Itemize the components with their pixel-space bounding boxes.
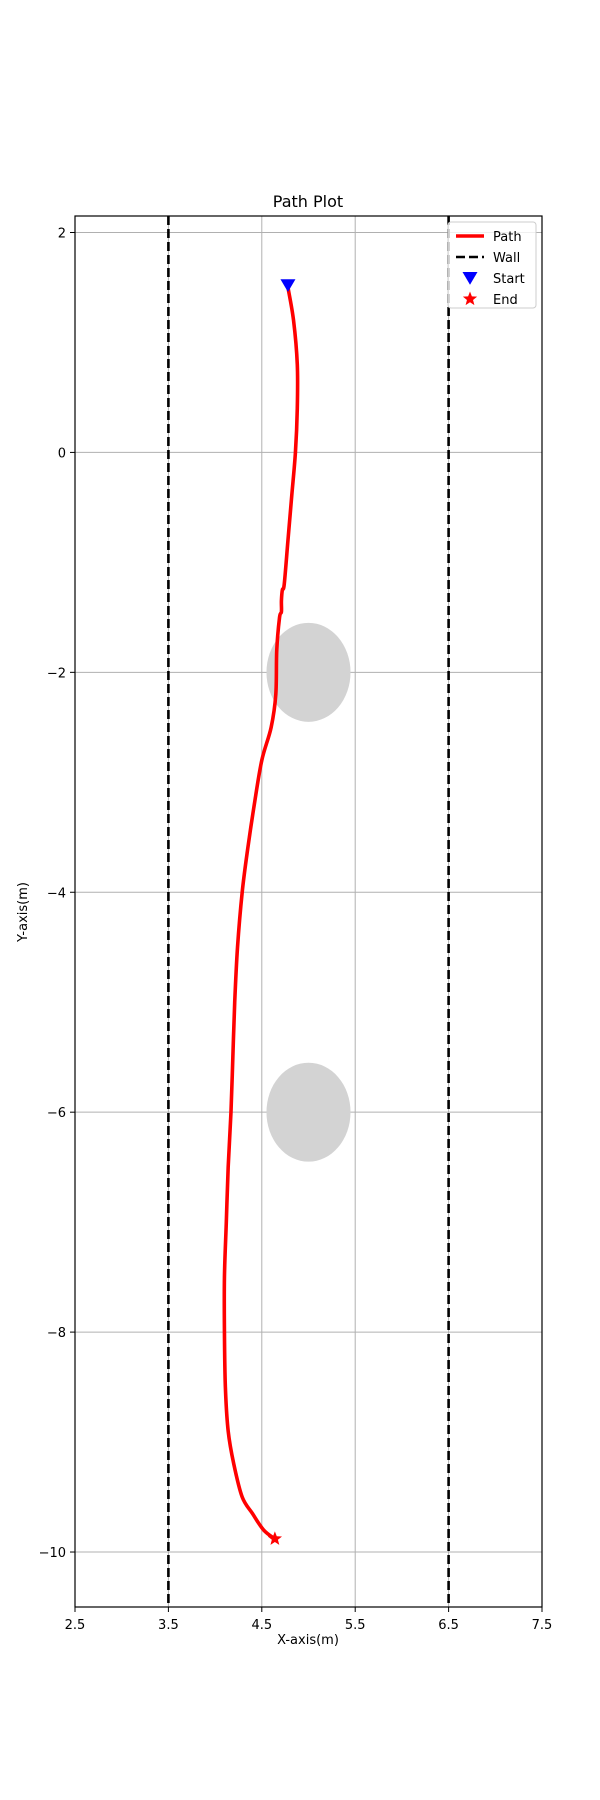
start-marker (280, 279, 296, 293)
y-tick-label: 2 (58, 226, 66, 241)
legend-handle-end (462, 291, 478, 306)
legend-handle-start (462, 272, 478, 285)
path-line (222, 285, 300, 1541)
x-tick-label: 3.5 (158, 1618, 179, 1633)
y-tick-label: −6 (47, 1106, 66, 1121)
end-marker (267, 1531, 283, 1545)
y-tick-label: −10 (39, 1546, 66, 1561)
x-axis-title: X-axis(m) (277, 1633, 339, 1648)
y-tick-label: −8 (47, 1326, 66, 1341)
series-layer (222, 285, 300, 1541)
legend-label: Path (493, 230, 522, 245)
walls (167, 216, 450, 1607)
plot-frame (74, 215, 543, 1608)
x-tick-label: 2.5 (65, 1618, 86, 1633)
x-tick-label: 6.5 (438, 1618, 459, 1633)
chart-title: Path Plot (273, 192, 343, 211)
y-tick-label: −2 (47, 666, 66, 681)
y-ticks: 2 0 −2 −4 −6 −8 −10 (39, 226, 75, 1561)
x-ticks: 2.5 3.5 4.5 5.5 6.5 7.5 (65, 1607, 553, 1633)
legend: Path Wall Start End (447, 221, 537, 309)
x-tick-label: 5.5 (345, 1618, 366, 1633)
obstacle-circle (266, 622, 351, 722)
legend-box (447, 221, 537, 309)
legend-label: End (493, 293, 518, 308)
y-axis-title: Y-axis(m) (16, 882, 31, 943)
obstacle-circle (266, 1062, 351, 1162)
obstacles (266, 622, 351, 1162)
x-tick-label: 7.5 (532, 1618, 553, 1633)
y-tick-label: −4 (47, 886, 66, 901)
grid (74, 216, 543, 1607)
y-tick-label: 0 (58, 446, 66, 461)
x-tick-label: 4.5 (251, 1618, 272, 1633)
legend-label: Start (493, 272, 525, 287)
legend-label: Wall (493, 251, 520, 266)
markers (267, 279, 296, 1545)
